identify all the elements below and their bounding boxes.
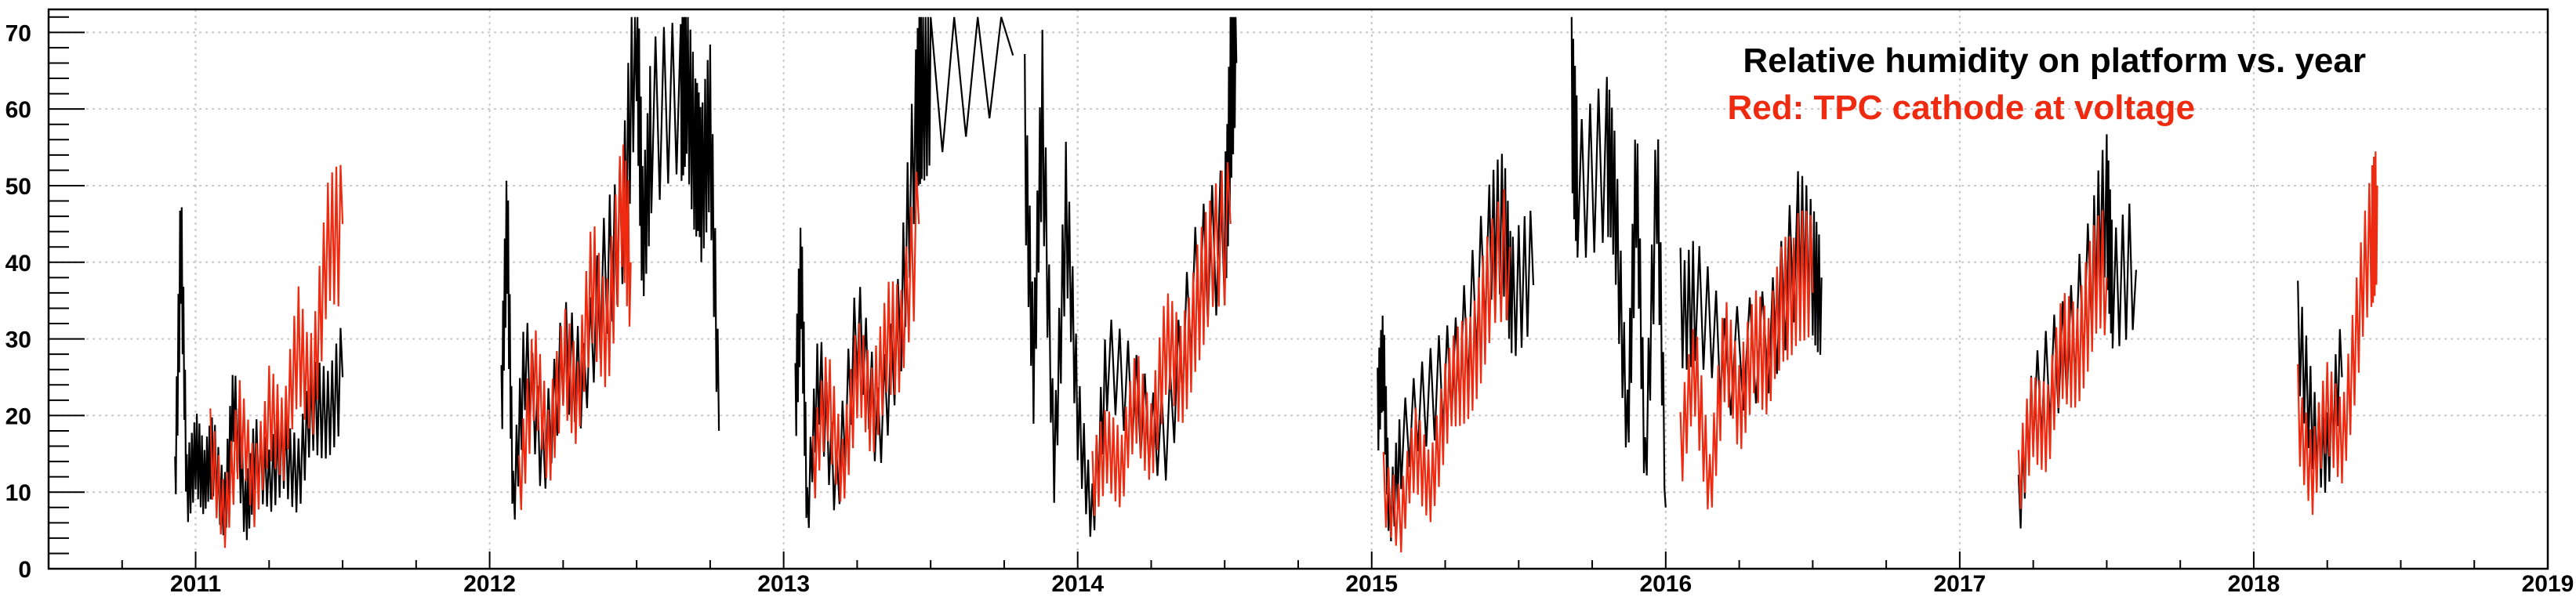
series-0-segment-6: [1679, 171, 1823, 416]
series-1-segment-3: [1091, 162, 1232, 516]
x-tick-label: 2012: [463, 571, 516, 597]
series-1-segment-6: [2017, 210, 2108, 509]
chart-title: Relative humidity on platform vs. year: [1743, 42, 2366, 80]
grid-layer: [49, 9, 2548, 569]
x-tick-label: 2017: [1934, 571, 1986, 597]
y-tick-label: 10: [5, 480, 31, 506]
x-tick-label: 2019: [2522, 571, 2574, 597]
series-0-segment-0: [174, 207, 344, 541]
x-tick-label: 2016: [1639, 571, 1692, 597]
y-tick-label: 40: [5, 251, 31, 277]
y-tick-label: 50: [5, 174, 31, 200]
series-0-segment-5: [1570, 16, 1667, 508]
axis-layer: [47, 8, 2549, 570]
y-tick-label: 70: [5, 20, 31, 46]
series-0-segment-1: [500, 16, 720, 520]
series-1-segment-4: [1382, 189, 1511, 553]
x-tick-label: 2015: [1345, 571, 1398, 597]
y-tick-label: 30: [5, 327, 31, 353]
x-tick-label: 2011: [170, 571, 221, 597]
series-1-segment-5: [1679, 210, 1814, 510]
series-1-segment-1: [518, 144, 632, 511]
tick-label-layer: 2011 2012 2013 2014 2015 2016 2017 2018 2019 0 10 2…: [5, 20, 2574, 597]
series-layer: [174, 16, 2378, 553]
series-1-segment-7: [2297, 151, 2378, 515]
y-tick-label: 20: [5, 403, 31, 429]
chart-subtitle: Red: TPC cathode at voltage: [1727, 89, 2195, 127]
y-tick-label: 60: [5, 97, 31, 123]
series-1-segment-2: [812, 172, 920, 502]
series-1-segment-0: [209, 165, 344, 548]
x-tick-label: 2018: [2228, 571, 2280, 597]
x-tick-label: 2013: [757, 571, 810, 597]
y-tick-label: 0: [18, 557, 31, 583]
x-tick-label: 2014: [1051, 571, 1104, 597]
